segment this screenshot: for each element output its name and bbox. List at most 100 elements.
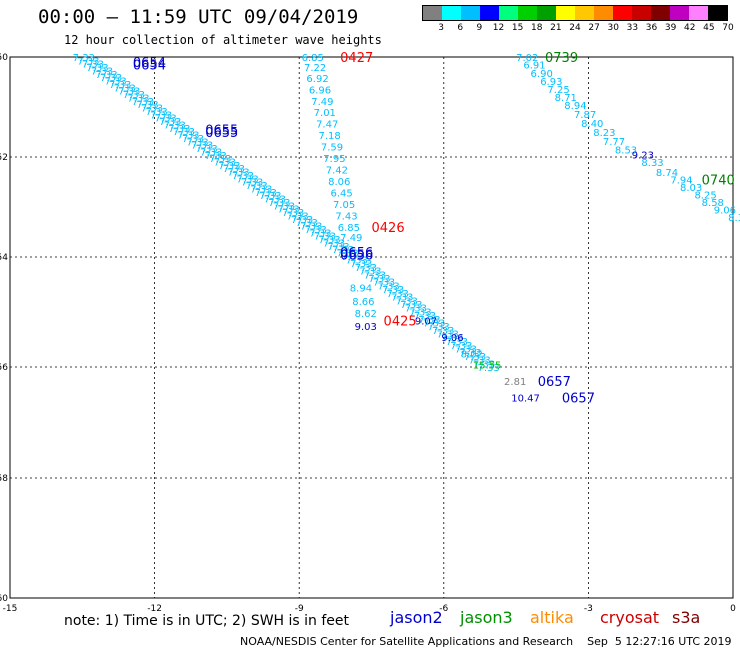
track-value: 7.33 — [114, 83, 136, 94]
wave-height-value: 8.25 — [694, 191, 716, 202]
track-value: 7.33 — [473, 359, 495, 370]
track-value: 7.33 — [223, 164, 245, 175]
track-value: 7.33 — [291, 215, 313, 226]
track-value: 7.33 — [387, 289, 409, 300]
track-value: 7.33 — [423, 319, 445, 330]
pass-time-label: 0655 — [205, 124, 238, 139]
track-value: 7.33 — [177, 131, 199, 142]
track-value: 7.33 — [364, 270, 386, 281]
legend-tick-label: 30 — [607, 23, 619, 33]
track-value: 7.33 — [296, 218, 318, 229]
wave-height-value: 7.47 — [316, 120, 338, 131]
wave-height-value: 8.74 — [656, 168, 678, 179]
track-value: 7.33 — [432, 326, 454, 337]
legend-swatch — [689, 6, 708, 20]
legend-swatch — [556, 6, 575, 20]
track-value: 7.33 — [350, 259, 372, 270]
wave-height-value: 7.43 — [335, 212, 357, 223]
track-value: 7.33 — [286, 211, 308, 222]
track-value: 7.33 — [168, 124, 190, 135]
wave-height-value: 7.95 — [323, 154, 345, 165]
wave-height-value: 8.71 — [555, 93, 577, 104]
latitude-label: -60 — [0, 594, 8, 604]
track-value: 7.33 — [282, 208, 304, 219]
legend-swatch — [461, 6, 480, 20]
track-value: 7.33 — [264, 195, 286, 206]
wave-height-value: 7.49 — [311, 97, 333, 108]
track-value: 7.33 — [91, 66, 113, 77]
track-value: 7.33 — [173, 127, 195, 138]
legend-tick-label: 24 — [569, 23, 581, 33]
track-value: 7.33 — [268, 198, 290, 209]
legend-tick-label: 42 — [684, 23, 696, 33]
legend-tick-label: 21 — [550, 23, 562, 33]
track-value: 7.33 — [141, 104, 163, 115]
track-value: 7.33 — [209, 154, 231, 165]
wave-height-value: 7.22 — [304, 63, 326, 74]
wave-height-value: 8.33 — [641, 158, 663, 169]
legend-tick-label: 9 — [476, 23, 483, 33]
legend-tick-label: 70 — [722, 23, 734, 33]
wave-height-value: 7.01 — [314, 108, 336, 119]
footnote: note: 1) Time is in UTC; 2) SWH is in fe… — [64, 613, 350, 629]
wave-height-value: 8.3 — [728, 213, 740, 224]
track-value: 7.33 — [327, 242, 349, 253]
track-value: 7.33 — [191, 141, 213, 152]
track-value: 7.33 — [405, 304, 427, 315]
track-value: 7.33 — [155, 114, 177, 125]
wave-height-value: 7.02 — [516, 53, 538, 64]
track-value: 7.33 — [246, 181, 268, 192]
legend-tick-label: 18 — [531, 23, 543, 33]
legend-swatch — [632, 6, 651, 20]
track-value: 7.33 — [132, 97, 154, 108]
wave-height-value: 8.94 — [350, 283, 372, 294]
track-value: 7.33 — [377, 281, 399, 292]
wave-height-value: 9.07 — [415, 316, 437, 327]
legend-tick-label: 6 — [457, 23, 464, 33]
wave-height-value: 8.62 — [355, 309, 377, 320]
track-value: 7.33 — [346, 255, 368, 266]
satellite-legend-jason2: jason2 — [390, 608, 443, 627]
pass-time-label: 0740 — [702, 174, 735, 189]
legend-swatch — [670, 6, 689, 20]
pass-time-label: 0739 — [545, 51, 578, 66]
track-value: 7.33 — [150, 110, 172, 121]
track-value: 7.33 — [341, 252, 363, 263]
track-value: 7.33 — [200, 147, 222, 158]
track-value: 7.33 — [459, 348, 481, 359]
track-value: 7.33 — [355, 263, 377, 274]
track-value: 7.33 — [427, 322, 449, 333]
legend-swatch — [499, 6, 518, 20]
wave-height-values: 6.857.226.926.967.497.017.477.187.597.95… — [302, 53, 740, 405]
track-value: 7.33 — [418, 315, 440, 326]
latitude-label: -58 — [0, 474, 8, 484]
legend-swatch — [518, 6, 537, 20]
pass-time-label: 0425 — [384, 314, 417, 329]
wave-height-value: 7.05 — [333, 200, 355, 211]
track-value: 7.33 — [277, 205, 299, 216]
track-value: 7.33 — [259, 191, 281, 202]
legend-swatch — [423, 6, 442, 20]
satellite-legend-cryosat: cryosat — [600, 608, 660, 627]
track-value: 7.33 — [77, 56, 99, 67]
track-value: 7.33 — [273, 201, 295, 212]
track-value: 7.33 — [300, 222, 322, 233]
track-value: 7.33 — [359, 267, 381, 278]
satellite-legend-jason3: jason3 — [460, 608, 513, 627]
pass-time-label: 0656 — [340, 246, 373, 261]
track-value: 7.33 — [464, 352, 486, 363]
legend-swatch — [537, 6, 556, 20]
track-value: 7.33 — [478, 363, 500, 374]
pass-time-label: 0656 — [340, 249, 373, 264]
legend-tick-label: 39 — [664, 23, 677, 33]
track-values-diagonal: 7.337.337.337.337.337.337.337.337.337.33… — [73, 53, 500, 374]
longitude-label: -3 — [584, 604, 593, 614]
track-value: 7.33 — [159, 117, 181, 128]
latitude-label: -54 — [0, 253, 8, 263]
legend-tick-label: 36 — [645, 23, 658, 33]
wave-height-value: 8.53 — [615, 146, 637, 157]
longitude-label: -6 — [439, 604, 448, 614]
latitude-label: -52 — [0, 153, 8, 163]
track-value: 7.33 — [391, 293, 413, 304]
